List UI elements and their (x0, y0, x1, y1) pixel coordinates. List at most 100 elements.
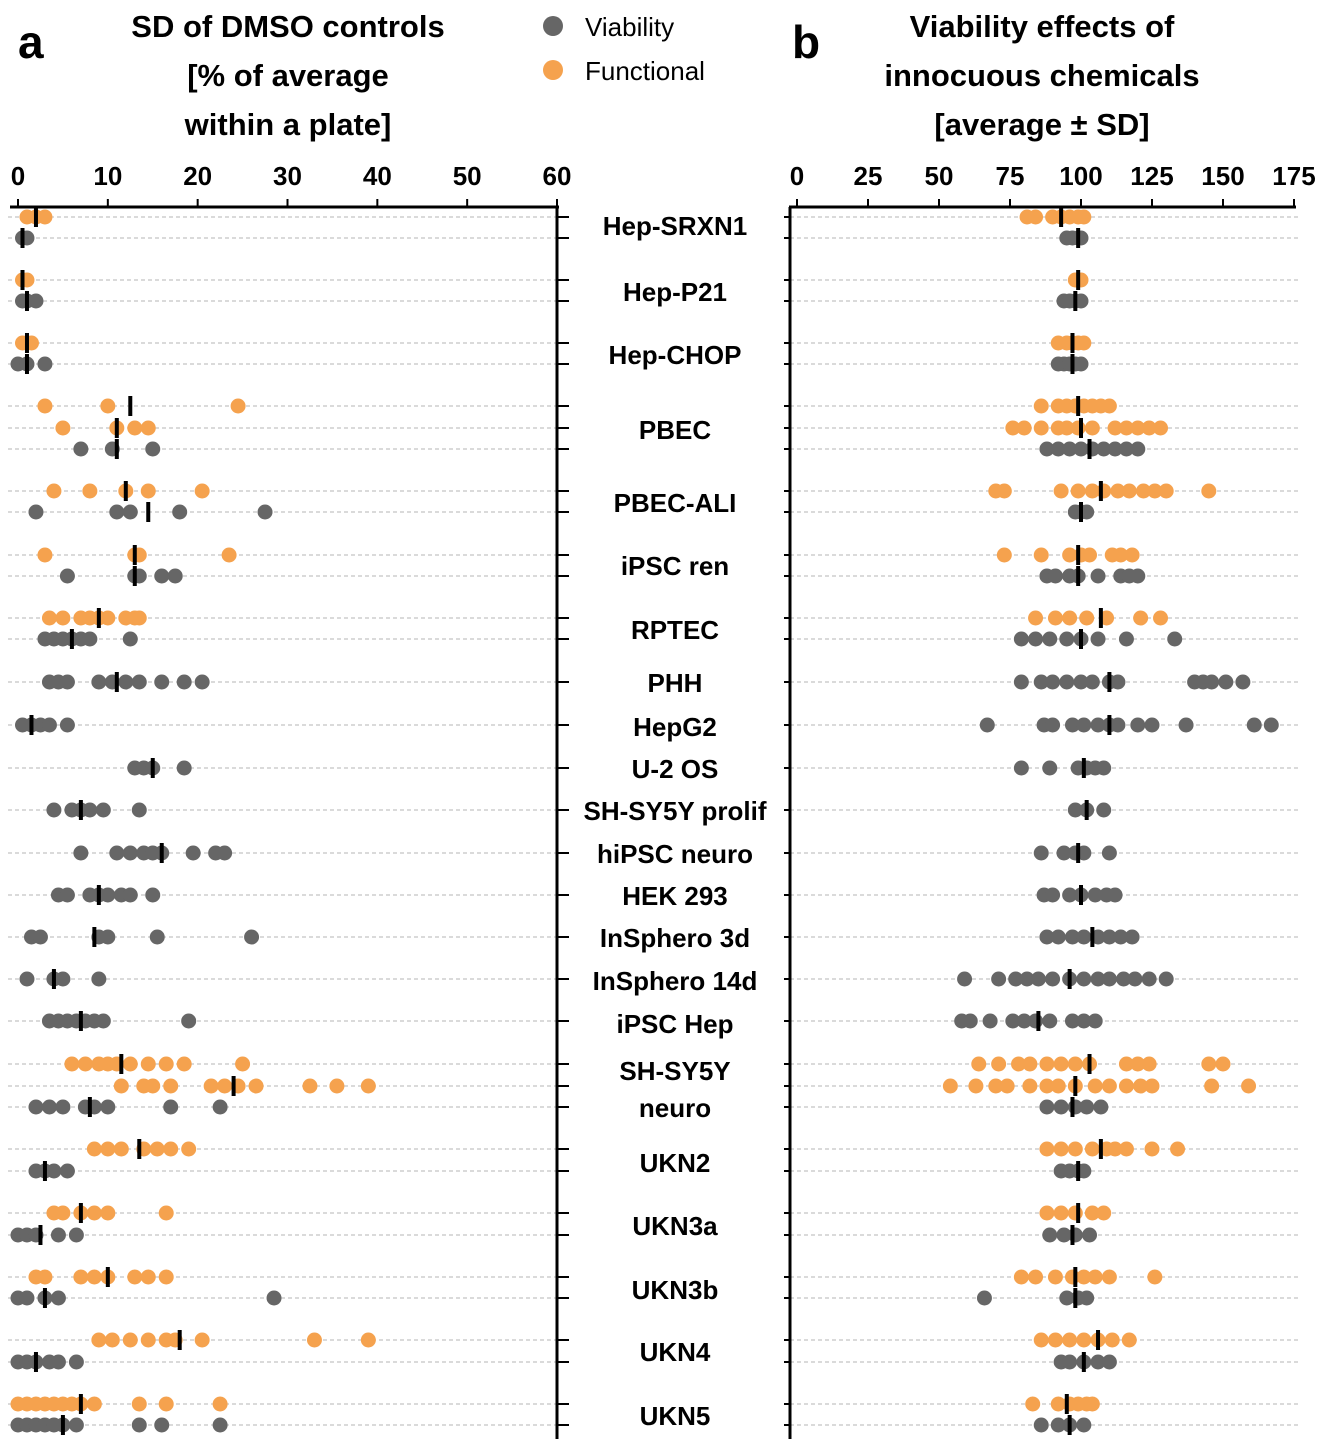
data-point-functional (158, 1396, 174, 1412)
row-label: HEK 293 (622, 881, 728, 911)
data-point-functional (1087, 1078, 1103, 1094)
data-point-viability (1118, 441, 1134, 457)
row-label: UKN2 (640, 1148, 711, 1178)
row-label: UKN3a (632, 1211, 718, 1241)
data-point-functional (37, 1269, 53, 1285)
data-point-functional (1133, 610, 1149, 626)
data-point-viability (1101, 971, 1117, 987)
data-point-viability (100, 887, 116, 903)
data-point-viability (1090, 717, 1106, 733)
data-point-functional (149, 1141, 165, 1157)
data-point-viability (32, 929, 48, 945)
data-point-functional (37, 209, 53, 225)
data-point-viability (109, 845, 125, 861)
data-point-functional (1053, 1056, 1069, 1072)
data-point-functional (1079, 610, 1095, 626)
data-point-viability (149, 929, 165, 945)
data-point-functional (176, 1056, 192, 1072)
data-point-viability (1076, 971, 1092, 987)
data-point-functional (1028, 1269, 1044, 1285)
data-point-viability (122, 631, 138, 647)
panel-a-title-line-2: [% of average (187, 58, 389, 93)
row-label: UKN3b (632, 1275, 719, 1305)
data-point-functional (1118, 1141, 1134, 1157)
data-point-viability (1116, 971, 1132, 987)
data-point-viability (1130, 441, 1146, 457)
data-point-viability (145, 441, 161, 457)
data-point-viability (68, 1354, 84, 1370)
data-point-viability (1045, 674, 1061, 690)
data-point-functional (100, 1141, 116, 1157)
data-point-functional (1153, 610, 1169, 626)
row-label: SH-SY5Y (619, 1056, 730, 1086)
data-point-viability (82, 802, 98, 818)
panel-b-title-line-2: innocuous chemicals (884, 58, 1199, 93)
data-point-functional (100, 1205, 116, 1221)
data-point-functional (1084, 1205, 1100, 1221)
data-point-functional (1028, 209, 1044, 225)
data-point-functional (1107, 420, 1123, 436)
data-point-functional (329, 1078, 345, 1094)
data-point-viability (122, 845, 138, 861)
data-point-functional (1124, 547, 1140, 563)
data-point-viability (37, 356, 53, 372)
data-point-functional (77, 1056, 93, 1072)
data-point-viability (962, 1013, 978, 1029)
row-label: iPSC ren (621, 551, 729, 581)
data-point-functional (999, 1078, 1015, 1094)
data-point-functional (1118, 1078, 1134, 1094)
data-point-viability (1246, 717, 1262, 733)
panel-letter-a: a (18, 16, 44, 68)
data-point-functional (145, 1078, 161, 1094)
data-point-viability (59, 1163, 75, 1179)
data-point-viability (1073, 441, 1089, 457)
data-point-viability (82, 631, 98, 647)
data-point-viability (1033, 1417, 1049, 1433)
data-point-functional (1033, 398, 1049, 414)
data-point-viability (1090, 1354, 1106, 1370)
data-point-viability (1045, 717, 1061, 733)
panel-a-title-line-3: within a plate] (184, 107, 392, 142)
data-point-viability (1059, 1290, 1075, 1306)
data-point-viability (1013, 674, 1029, 690)
data-point-functional (1025, 1396, 1041, 1412)
data-point-viability (1039, 441, 1055, 457)
data-point-functional (1033, 420, 1049, 436)
data-point-functional (1005, 420, 1021, 436)
data-point-viability (28, 1099, 44, 1115)
data-point-viability (257, 504, 273, 520)
data-point-viability (109, 504, 125, 520)
data-point-functional (122, 1056, 138, 1072)
data-point-functional (1073, 272, 1089, 288)
data-point-functional (1130, 1056, 1146, 1072)
data-point-functional (1144, 1078, 1160, 1094)
data-point-viability (1090, 971, 1106, 987)
data-point-viability (991, 971, 1007, 987)
x-tick-label-b: 25 (854, 161, 883, 191)
data-point-functional (221, 547, 237, 563)
data-point-viability (1235, 674, 1251, 690)
data-point-viability (1016, 1013, 1032, 1029)
data-point-viability (1084, 674, 1100, 690)
data-point-functional (1053, 1205, 1069, 1221)
data-point-viability (68, 1227, 84, 1243)
data-point-functional (1053, 483, 1069, 499)
data-point-viability (1101, 845, 1117, 861)
data-point-viability (68, 1417, 84, 1433)
data-point-functional (73, 1269, 89, 1285)
data-point-viability (185, 845, 201, 861)
panel-a-title-line-1: SD of DMSO controls (131, 9, 444, 44)
data-point-functional (64, 1056, 80, 1072)
data-point-functional (302, 1078, 318, 1094)
data-point-functional (360, 1078, 376, 1094)
panel-b-title-line-3: [average ± SD] (934, 107, 1149, 142)
data-point-viability (217, 845, 233, 861)
data-point-functional (1147, 1269, 1163, 1285)
data-point-viability (1030, 971, 1046, 987)
data-point-functional (140, 1332, 156, 1348)
data-point-functional (1141, 420, 1157, 436)
data-point-viability (1178, 717, 1194, 733)
data-point-functional (991, 1056, 1007, 1072)
data-point-functional (1033, 1332, 1049, 1348)
data-point-functional (1201, 483, 1217, 499)
